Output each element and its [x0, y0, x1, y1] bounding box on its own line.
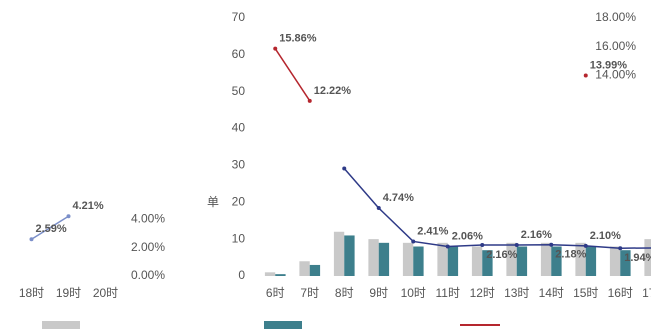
bar	[264, 272, 276, 276]
bar	[471, 246, 483, 276]
y-tick-label: 70	[232, 10, 246, 24]
point	[29, 237, 34, 242]
x-tick-label: 20时	[93, 286, 118, 300]
point	[445, 244, 450, 249]
bar	[551, 246, 562, 276]
value-label: 2.16%	[521, 229, 552, 241]
legend-swatch	[42, 321, 80, 329]
value-label: 2.10%	[590, 230, 621, 242]
bar	[275, 274, 286, 276]
point	[480, 243, 485, 248]
x-tick-label: 7时	[300, 286, 319, 300]
x-tick-label: 15时	[573, 286, 598, 300]
point	[273, 46, 278, 51]
y-tick-label: 40	[232, 121, 246, 135]
bar	[309, 264, 321, 276]
bar	[585, 246, 597, 276]
value-label: 1.94%	[624, 252, 651, 264]
point	[583, 73, 588, 78]
value-label: 2.06%	[452, 230, 483, 242]
line	[31, 215, 69, 240]
bar	[378, 242, 390, 276]
line	[343, 168, 651, 249]
bar	[333, 231, 345, 276]
y2-tick-label: 0.00%	[131, 268, 165, 282]
value-label: 4.21%	[73, 200, 104, 212]
point	[342, 166, 347, 171]
bar	[344, 235, 355, 276]
point	[618, 246, 623, 251]
point	[307, 98, 312, 103]
x-tick-label: 19时	[56, 286, 81, 300]
point	[411, 239, 416, 244]
y-tick-label: 0	[238, 268, 245, 282]
x-tick-label: 9时	[369, 286, 388, 300]
bar	[540, 242, 552, 276]
x-tick-label: 10时	[401, 286, 426, 300]
bar	[644, 239, 651, 276]
x-tick-label: 8时	[335, 286, 354, 300]
y2-tick-label: 2.00%	[131, 240, 165, 254]
x-tick-label: 11时	[436, 286, 460, 300]
y-tick-label: 10	[232, 231, 246, 245]
y-tick-label: 60	[232, 47, 246, 61]
bar	[402, 242, 414, 276]
bar	[368, 239, 379, 276]
x-tick-label: 12时	[470, 286, 495, 300]
bar	[413, 246, 424, 276]
y2-tick-label: 16.00%	[595, 39, 636, 53]
y-axis-label: 单	[207, 195, 219, 209]
value-label: 13.99%	[590, 59, 628, 71]
x-tick-label: 14时	[539, 286, 564, 300]
bar	[506, 242, 517, 276]
bar	[482, 250, 493, 276]
x-tick-label: 17时	[642, 286, 651, 300]
bar	[437, 242, 448, 276]
point	[549, 242, 554, 247]
value-label: 2.59%	[36, 223, 67, 235]
bar	[609, 246, 621, 276]
bar	[447, 246, 459, 276]
x-tick-label: 13时	[504, 286, 529, 300]
point	[376, 206, 381, 211]
x-tick-label: 16时	[608, 286, 633, 300]
y2-tick-label: 18.00%	[595, 10, 636, 24]
point	[514, 243, 519, 248]
x-tick-label: 18时	[19, 286, 44, 300]
value-label: 4.74%	[383, 192, 414, 204]
y2-tick-label: 4.00%	[131, 211, 165, 225]
value-label: 2.41%	[417, 225, 448, 237]
y-tick-label: 30	[232, 158, 246, 172]
bar	[620, 250, 631, 276]
y2-tick-label: 14.00%	[595, 68, 636, 82]
value-label: 15.86%	[279, 33, 317, 45]
bar	[575, 242, 586, 276]
value-label: 2.18%	[555, 249, 586, 261]
bar	[299, 261, 310, 276]
value-label: 12.22%	[314, 85, 352, 97]
x-tick-label: 6时	[266, 286, 285, 300]
bar	[516, 246, 528, 276]
value-label: 2.16%	[486, 249, 517, 261]
point	[583, 243, 588, 248]
legend-swatch	[264, 321, 302, 329]
y-tick-label: 50	[232, 84, 246, 98]
y-tick-label: 20	[232, 194, 246, 208]
point	[66, 214, 71, 219]
